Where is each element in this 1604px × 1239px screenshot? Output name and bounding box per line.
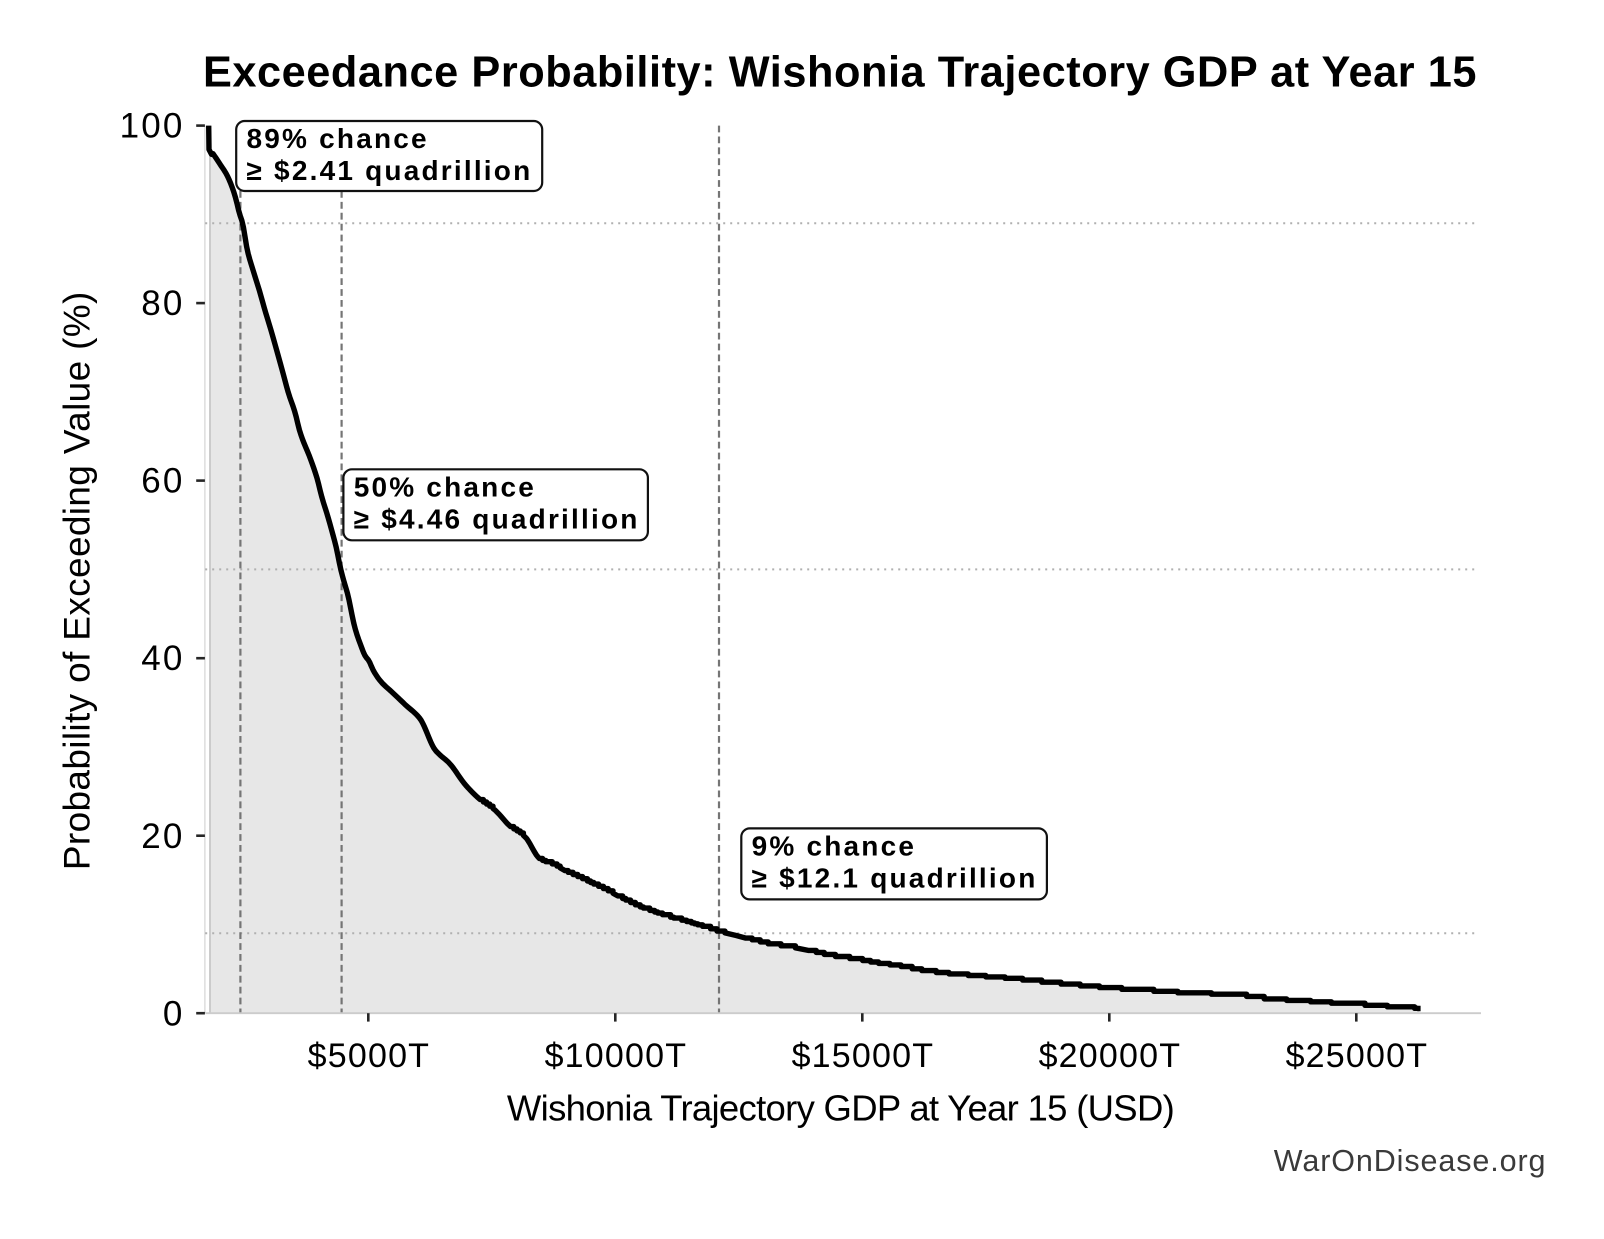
svg-text:50% chance: 50% chance [354,472,536,503]
svg-text:100: 100 [120,107,185,146]
svg-text:80: 80 [141,284,184,323]
svg-text:$25000T: $25000T [1286,1037,1429,1075]
svg-text:≥ $2.41 quadrillion: ≥ $2.41 quadrillion [247,155,533,186]
svg-text:WarOnDisease.org: WarOnDisease.org [1274,1144,1547,1178]
svg-text:$20000T: $20000T [1039,1037,1182,1075]
svg-text:Wishonia Trajectory GDP at Yea: Wishonia Trajectory GDP at Year 15 (USD) [507,1088,1174,1129]
svg-text:9% chance: 9% chance [752,831,917,862]
svg-text:89% chance: 89% chance [247,123,429,154]
svg-text:Exceedance Probability: Wishon: Exceedance Probability: Wishonia Traject… [203,49,1477,97]
svg-text:40: 40 [141,639,184,678]
svg-text:$15000T: $15000T [792,1037,935,1075]
svg-text:≥ $12.1 quadrillion: ≥ $12.1 quadrillion [752,863,1038,894]
svg-text:0: 0 [163,994,185,1033]
svg-text:≥ $4.46 quadrillion: ≥ $4.46 quadrillion [354,504,640,535]
svg-text:60: 60 [141,462,184,501]
svg-text:20: 20 [141,817,184,856]
svg-text:$10000T: $10000T [545,1037,688,1075]
svg-text:Probability of Exceeding Value: Probability of Exceeding Value (%) [57,291,98,870]
svg-text:$5000T: $5000T [308,1037,431,1075]
